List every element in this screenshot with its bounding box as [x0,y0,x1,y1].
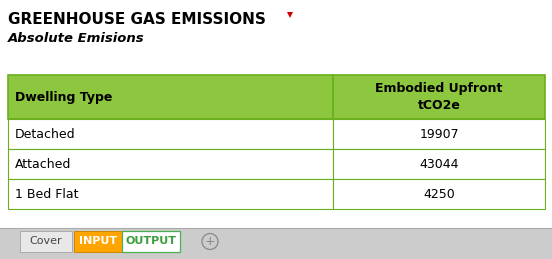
Text: Dwelling Type: Dwelling Type [15,90,113,104]
Bar [333,75,545,119]
Bar [8,149,333,179]
Bar [0,228,552,259]
Text: +: + [205,235,215,248]
Text: INPUT: INPUT [79,236,117,247]
Bar [122,231,180,252]
Text: Attached: Attached [15,157,71,170]
Bar [8,119,333,149]
Text: GREENHOUSE GAS EMISSIONS: GREENHOUSE GAS EMISSIONS [8,12,266,27]
Bar [74,231,122,252]
Text: Absolute Emisions: Absolute Emisions [8,32,145,45]
Text: OUTPUT: OUTPUT [125,236,177,247]
Text: 19907: 19907 [419,127,459,140]
Text: Embodied Upfront
tCO2e: Embodied Upfront tCO2e [375,82,503,112]
Text: 4250: 4250 [423,188,455,200]
Bar [20,231,72,252]
Text: 1 Bed Flat: 1 Bed Flat [15,188,78,200]
Text: Detached: Detached [15,127,76,140]
Text: Cover: Cover [30,236,62,247]
Bar [333,179,545,209]
Bar [8,179,333,209]
Bar [333,119,545,149]
Text: 43044: 43044 [420,157,459,170]
Bar [8,75,333,119]
Bar [333,149,545,179]
